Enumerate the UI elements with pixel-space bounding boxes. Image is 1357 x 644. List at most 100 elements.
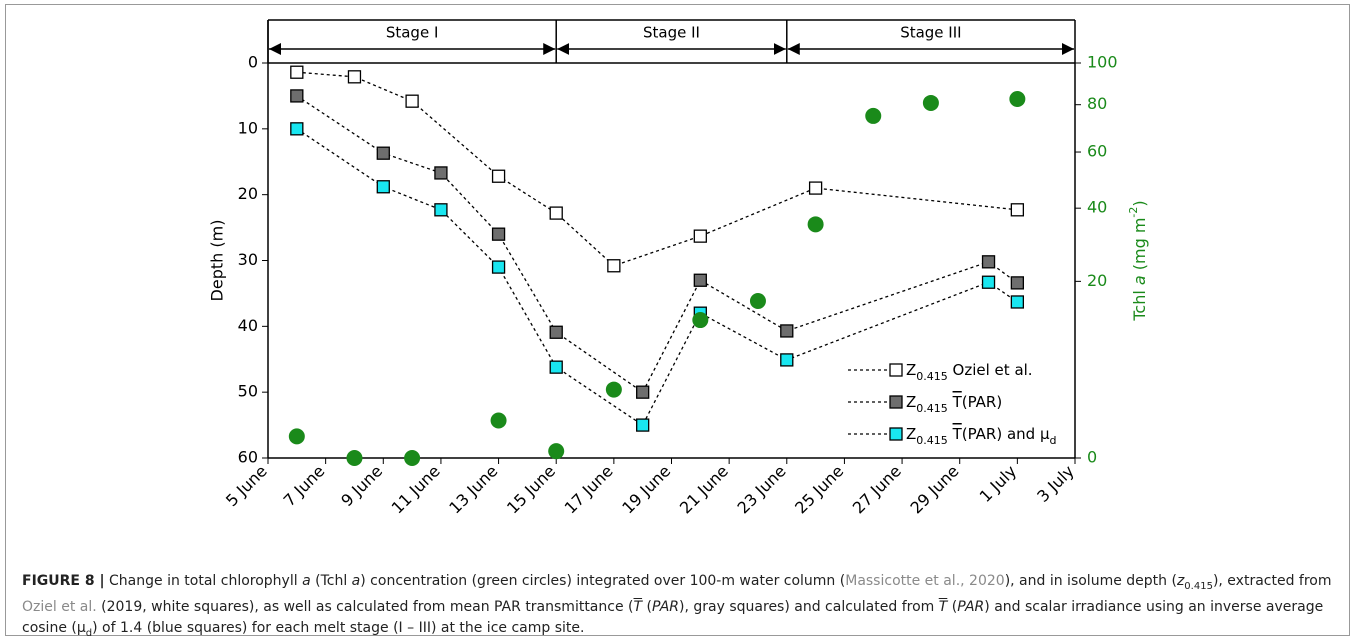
- circle-marker: [346, 450, 363, 466]
- square-marker: [290, 65, 304, 79]
- y2-tick-label: 100: [1087, 53, 1118, 72]
- legend-marker: [889, 395, 903, 409]
- y-tick-label: 40: [238, 316, 258, 335]
- y2-tick-label: 40: [1087, 198, 1107, 217]
- legend-label-part: Z: [906, 425, 916, 443]
- y2-label-part: ): [1130, 200, 1149, 206]
- caption-part: ) of 1.4 (blue squares) for each melt st…: [92, 619, 585, 636]
- x-tick-label: 7 June: [280, 461, 329, 510]
- stage-label: Stage III: [900, 24, 961, 42]
- series-line: [296, 71, 1018, 267]
- legend-marker: [889, 427, 903, 441]
- legend-label-part: Z: [906, 361, 916, 379]
- circle-marker: [288, 428, 305, 445]
- x-tick-label: 27 June: [849, 461, 905, 517]
- legend-label-part: (PAR): [962, 393, 1002, 411]
- circle-marker: [749, 292, 766, 309]
- square-marker: [434, 166, 448, 180]
- y2-label-part: a: [1130, 275, 1149, 285]
- caption-part: PAR: [957, 598, 985, 615]
- caption-part: ), extracted from: [1212, 573, 1332, 589]
- y2-label-part: (mg m: [1130, 218, 1149, 276]
- caption-part: T: [938, 598, 948, 615]
- x-tick-label: 9 June: [337, 461, 386, 510]
- legend-label-part: T: [952, 425, 963, 443]
- legend-label: Z0.415 Oziel et al.: [906, 361, 1033, 383]
- x-tick-label: 25 June: [791, 461, 847, 517]
- circle-marker: [922, 94, 939, 111]
- caption-part[interactable]: Oziel et al.: [22, 598, 97, 615]
- caption-part: (2019, white squares), as well as calcul…: [96, 598, 634, 615]
- caption: FIGURE 8 | Change in total chlorophyll a…: [22, 571, 1332, 644]
- legend-label: Z0.415 T(PAR) and μd: [906, 425, 1057, 447]
- caption-part: T: [633, 598, 643, 615]
- square-marker: [347, 70, 362, 84]
- caption-part: d: [85, 627, 93, 639]
- legend-label: Z0.415 T(PAR): [906, 393, 1002, 415]
- caption-part: (Tchl: [310, 573, 352, 589]
- legend-label-part: Oziel et al.: [948, 361, 1033, 379]
- y2-tick-label: 20: [1087, 271, 1107, 290]
- legend-label-part: (PAR) and μ: [962, 425, 1050, 443]
- y-tick-label: 10: [238, 118, 258, 137]
- square-marker: [491, 260, 506, 274]
- square-marker: [491, 169, 506, 183]
- circle-marker: [548, 443, 565, 460]
- square-marker: [405, 94, 419, 108]
- x-tick-label: 23 June: [734, 461, 790, 517]
- caption-part: ), gray squares) and calculated from: [679, 598, 939, 615]
- y2-tick-label: 80: [1087, 94, 1107, 113]
- x-tick-label: 5 June: [222, 461, 271, 510]
- caption-part: a: [351, 573, 361, 589]
- y-tick-label: 0: [248, 53, 258, 72]
- caption-part: 0.415: [1184, 580, 1213, 592]
- y-tick-label: 30: [238, 250, 258, 269]
- caption-part: ) and scalar irradiance using an inverse…: [22, 598, 1324, 636]
- square-marker: [290, 89, 304, 103]
- circle-marker: [692, 312, 709, 329]
- series-line: [296, 128, 1018, 427]
- stage-label: Stage I: [386, 24, 439, 42]
- x-tick-label: 3 July: [1033, 461, 1078, 506]
- square-marker: [981, 255, 996, 269]
- square-marker: [693, 273, 707, 287]
- caption-part: ), and in isolume depth (: [1004, 573, 1177, 589]
- circle-marker: [807, 216, 824, 233]
- square-marker: [549, 360, 563, 374]
- y2-label-part: Tchl: [1130, 285, 1149, 322]
- legend-label-part: 0.415: [916, 434, 948, 447]
- square-marker: [693, 229, 707, 243]
- x-tick-label: 13 June: [445, 461, 501, 517]
- caption-part: FIGURE 8 |: [22, 573, 105, 589]
- series-line: [296, 95, 1018, 394]
- x-tick-label: 19 June: [618, 461, 674, 517]
- caption-part: (: [642, 598, 652, 615]
- x-tick-label: 1 July: [976, 461, 1021, 506]
- y-axis-label: Depth (m): [208, 220, 227, 302]
- x-tick-label: 21 June: [676, 461, 732, 517]
- square-marker: [549, 325, 563, 339]
- caption-part[interactable]: Massicotte et al., 2020: [845, 573, 1005, 589]
- square-marker: [808, 181, 823, 195]
- circle-marker: [605, 381, 622, 398]
- chart: Stage I Stage II Stage III 5 June 7 June 9 Ju…: [208, 19, 1149, 517]
- legend-label-part: T: [952, 393, 963, 411]
- square-marker: [607, 259, 621, 273]
- legend-label-part: Z: [906, 393, 916, 411]
- legend-label-part: d: [1050, 434, 1057, 447]
- x-tick-label: 29 June: [906, 461, 962, 517]
- square-marker: [376, 146, 390, 160]
- square-marker: [290, 122, 304, 136]
- circle-marker: [404, 450, 421, 466]
- caption-part: z: [1176, 573, 1185, 589]
- caption-part: ) concentration (green circles) integrat…: [360, 573, 846, 589]
- stage-label: Stage II: [643, 24, 700, 42]
- caption-part: (: [947, 598, 958, 615]
- square-marker: [1010, 276, 1025, 290]
- caption-part: Change in total chlorophyll: [104, 573, 303, 589]
- caption-part: PAR: [651, 598, 680, 615]
- circle-marker: [490, 412, 507, 429]
- y2-axis-label: Tchl a (mg m-2): [1127, 200, 1149, 321]
- square-marker: [636, 385, 650, 399]
